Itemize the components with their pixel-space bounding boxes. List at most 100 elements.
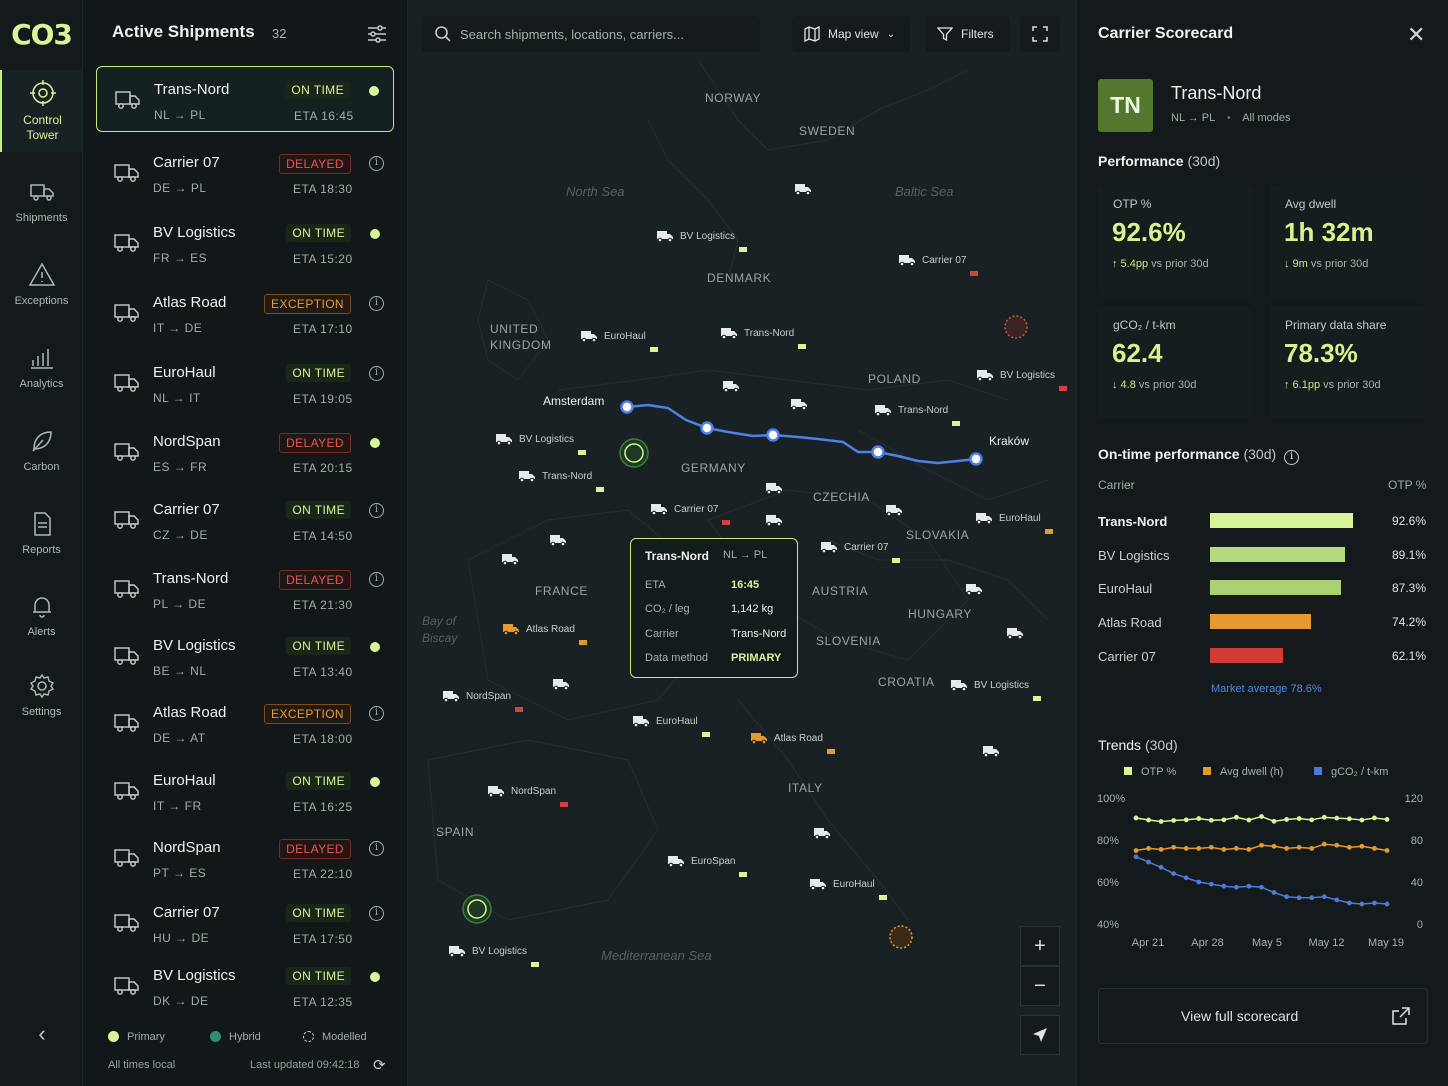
map-panel[interactable]: Search shipments, locations, carriers...… [408,0,1076,1086]
shipment-row[interactable]: Carrier 07 CZ → DE ON TIME ETA 14:50 i [96,487,394,553]
shipment-route: HU → DE [153,931,210,945]
x-tick: May 5 [1252,937,1282,949]
nav-item-control-tower[interactable]: Control Tower [0,70,83,152]
info-icon[interactable]: i [1284,450,1300,465]
kpi-label: Primary data share [1285,318,1387,332]
info-icon[interactable]: i [369,366,384,381]
shipment-route: BE → NL [153,664,207,678]
shipment-row[interactable]: NordSpan ES → FR DELAYED ETA 20:15 [96,419,394,485]
search-placeholder: Search shipments, locations, carriers... [460,27,684,42]
shipment-row[interactable]: Trans-Nord PL → DE DELAYED ETA 21:30 i [96,556,394,622]
data-quality-indicator [798,344,807,349]
info-icon[interactable]: i [369,841,384,856]
info-icon[interactable]: i [369,572,384,587]
zoom-in-button[interactable]: + [1020,926,1060,966]
info-icon[interactable]: i [369,156,384,171]
series-point [1321,814,1327,820]
nav-item-reports[interactable]: Reports [0,494,83,572]
carrier-map-marker[interactable]: BV Logistics [656,226,748,252]
map-search-input[interactable]: Search shipments, locations, carriers... [422,16,760,52]
shipment-row[interactable]: BV Logistics FR → ES ON TIME ETA 15:20 [96,210,394,276]
carrier-map-marker[interactable]: Atlas Road [750,728,835,754]
nav-item-analytics[interactable]: Analytics [0,328,83,406]
shipment-row[interactable]: BV Logistics DK → DE ON TIME ETA 12:35 [96,953,394,1019]
info-icon[interactable]: i [369,503,384,518]
truck-map-marker[interactable] [722,376,746,396]
carrier-map-marker[interactable]: NordSpan [487,781,569,807]
nav-item-alerts[interactable]: Alerts [0,576,83,654]
carrier-map-marker[interactable]: Carrier 07 [898,250,979,276]
carrier-map-marker[interactable]: Carrier 07 [650,499,731,525]
bar-track [1210,513,1370,528]
carrier-map-marker[interactable]: EuroHaul [632,711,710,737]
shipment-row[interactable]: NordSpan PT → ES DELAYED ETA 22:10 i [96,825,394,891]
carrier-map-marker[interactable]: BV Logistics [950,675,1042,701]
nav-item-carbon[interactable]: Carbon [0,411,83,489]
locate-button[interactable] [1020,1015,1060,1055]
marker-label: Trans-Nord [542,470,593,482]
shipment-eta: ETA 18:30 [293,182,353,196]
info-icon[interactable]: i [369,296,384,311]
truck-map-marker[interactable] [765,478,789,498]
truck-map-marker[interactable] [549,530,573,550]
carrier-map-marker[interactable]: EuroSpan [667,851,748,877]
carrier-map-marker[interactable]: EuroHaul [975,508,1053,534]
kpi-card: OTP % 92.6% ↑ 5.4pp vs prior 30d [1098,185,1252,297]
info-icon[interactable]: i [369,706,384,721]
carrier-map-marker[interactable]: Carrier 07 [820,537,901,563]
carrier-map-marker[interactable]: Atlas Road [502,619,587,645]
bar-label: BV Logistics [1098,547,1170,563]
shipment-row[interactable]: BV Logistics BE → NL ON TIME ETA 13:40 [96,623,394,689]
truck-map-marker[interactable] [885,500,909,520]
last-updated: Last updated 09:42:18 [250,1059,360,1071]
region-label: SLOVAKIA [906,528,970,542]
truck-map-marker[interactable] [765,510,789,530]
series-point [1146,859,1151,865]
carrier-map-marker[interactable]: EuroHaul [580,326,658,352]
carrier-map-marker[interactable]: Trans-Nord [874,400,961,426]
map-view-dropdown[interactable]: Map view ⌄ [792,16,910,52]
fullscreen-button[interactable] [1020,16,1060,52]
carrier-map-marker[interactable]: Trans-Nord [720,323,807,349]
collapse-nav-button[interactable]: ‹ [38,1021,46,1046]
truck-map-marker[interactable] [965,579,989,599]
nav-item-shipments[interactable]: Shipments [0,162,83,240]
nav-item-settings[interactable]: Settings [0,656,83,734]
carrier-map-marker[interactable]: NordSpan [442,686,524,712]
carrier-map-marker[interactable]: Trans-Nord [518,466,605,492]
truck-map-marker[interactable] [813,823,837,843]
close-icon[interactable]: ✕ [1407,22,1426,47]
carrier-map-marker[interactable]: BV Logistics [448,941,540,967]
series-point [1359,901,1365,907]
shipment-row[interactable]: Trans-Nord NL → PL ON TIME ETA 16:45 [96,66,394,132]
app-logo[interactable]: CO3 [11,18,73,51]
view-full-scorecard-button[interactable]: View full scorecard [1098,988,1428,1044]
primary-data-dot [370,229,380,239]
carrier-map-marker[interactable]: EuroHaul [809,874,887,900]
filters-button[interactable]: Filters [925,16,1010,52]
bar-value: 62.1% [1391,648,1426,663]
series-point [1309,817,1315,823]
carrier-map-marker[interactable]: BV Logistics [495,429,587,455]
shipment-row[interactable]: EuroHaul IT → FR ON TIME ETA 16:25 [96,758,394,824]
gear-icon [29,673,54,699]
truck-map-marker[interactable] [501,549,525,569]
shipment-row[interactable]: EuroHaul NL → IT ON TIME ETA 19:05 i [96,350,394,416]
zoom-out-button[interactable]: − [1020,966,1060,1006]
info-icon[interactable]: i [369,906,384,921]
kpi-delta: ↑ 6.1pp vs prior 30d [1284,379,1381,391]
truck-map-marker[interactable] [790,394,814,414]
truck-map-marker[interactable] [1006,623,1030,643]
shipment-row[interactable]: Atlas Road DE → AT EXCEPTION ETA 18:00 i [96,690,394,756]
truck-map-marker[interactable] [982,741,1006,761]
carrier-sub: NL → PL • All modes [1171,112,1290,124]
truck-map-marker[interactable] [794,179,818,199]
nav-item-exceptions[interactable]: Exceptions [0,245,83,323]
shipment-row[interactable]: Atlas Road IT → DE EXCEPTION ETA 17:10 i [96,280,394,346]
shipment-row[interactable]: Carrier 07 DE → PL DELAYED ETA 18:30 i [96,140,394,206]
truck-map-marker[interactable] [552,674,576,694]
sliders-icon[interactable] [365,22,389,46]
shipment-row[interactable]: Carrier 07 HU → DE ON TIME ETA 17:50 i [96,890,394,956]
refresh-icon[interactable]: ⟳ [373,1057,386,1074]
carrier-map-marker[interactable]: BV Logistics [976,365,1068,391]
